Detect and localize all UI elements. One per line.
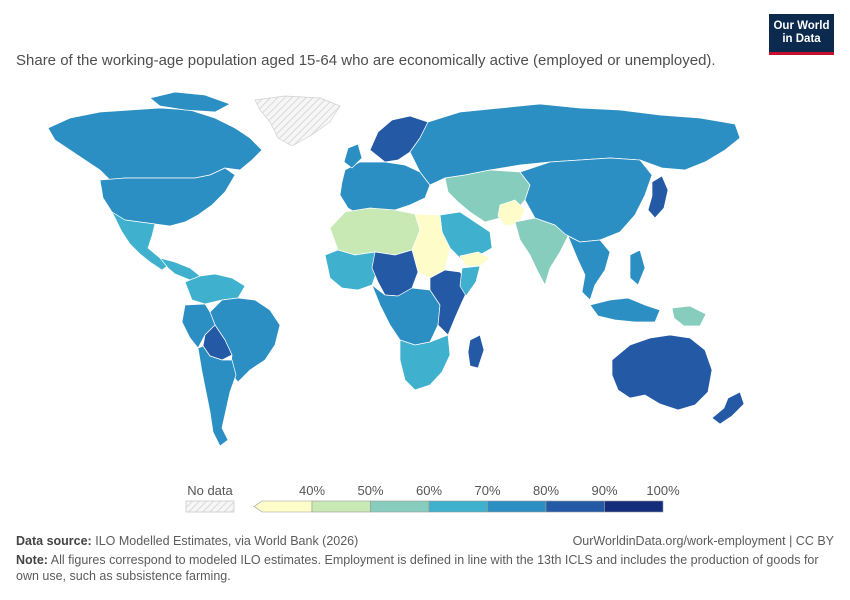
legend-bin [545, 500, 605, 513]
legend-color-bins [253, 500, 664, 513]
legend-tick-label: 60% [416, 483, 442, 498]
note-text: All figures correspond to modeled ILO es… [16, 553, 819, 583]
region-colombia-venezuela[interactable] [184, 273, 246, 305]
legend-tick-label: 50% [357, 483, 383, 498]
region-australia[interactable] [611, 334, 713, 411]
logo-underline [769, 52, 834, 55]
region-horn[interactable] [459, 265, 481, 297]
legend-bin [604, 500, 664, 513]
region-new-zealand[interactable] [711, 391, 745, 425]
legend-tick-label: 100% [646, 483, 680, 498]
region-central-africa[interactable] [371, 284, 441, 346]
legend-tick-label: 40% [299, 483, 325, 498]
data-source-label: Data source: [16, 534, 92, 548]
region-papua-new-guinea[interactable] [671, 305, 707, 327]
region-japan[interactable] [647, 175, 669, 219]
region-uk[interactable] [343, 143, 363, 169]
legend-no-data-label: No data [187, 483, 233, 498]
region-russia[interactable] [409, 103, 741, 186]
logo-line-2: in Data [782, 33, 821, 45]
world-map[interactable] [0, 90, 850, 460]
region-western-europe[interactable] [339, 161, 431, 216]
logo-line-1: Our World [773, 20, 830, 32]
region-indonesia[interactable] [589, 297, 661, 323]
legend-tick-label: 70% [474, 483, 500, 498]
data-source-text: ILO Modelled Estimates, via World Bank (… [95, 534, 359, 548]
owid-logo[interactable]: Our World in Data [769, 14, 834, 55]
legend-tick-label: 90% [591, 483, 617, 498]
region-philippines[interactable] [629, 249, 646, 286]
region-canada[interactable] [47, 107, 263, 181]
note: Note: All figures correspond to modeled … [16, 552, 834, 584]
legend-tick-label: 80% [533, 483, 559, 498]
region-madagascar[interactable] [467, 334, 485, 369]
region-greenland[interactable] [254, 95, 341, 147]
source-url[interactable]: OurWorldinData.org/work-employment | CC … [572, 534, 834, 548]
legend-no-data-swatch [185, 500, 235, 513]
legend-bin [428, 500, 488, 513]
legend-bin [487, 500, 547, 513]
chart-subtitle: Share of the working-age population aged… [16, 52, 716, 69]
map-legend: No data 40% 50% 60% 70% 80% 90% 100% [185, 483, 680, 513]
legend-bin [370, 500, 430, 513]
region-north-africa[interactable] [329, 207, 421, 256]
note-label: Note: [16, 553, 48, 567]
region-arctic-islands[interactable] [149, 91, 231, 113]
legend-tick-labels: 40% 50% 60% 70% 80% 90% 100% [299, 483, 680, 498]
legend-bin [311, 500, 371, 513]
legend-bin [253, 500, 313, 513]
region-china[interactable] [519, 157, 653, 243]
region-argentina-chile[interactable] [197, 345, 237, 447]
chart-footer: Data source: ILO Modelled Estimates, via… [16, 534, 834, 584]
data-source: Data source: ILO Modelled Estimates, via… [16, 534, 358, 548]
region-yemen[interactable] [459, 251, 491, 267]
region-southeast-asia[interactable] [567, 235, 611, 301]
region-west-africa[interactable] [324, 249, 379, 291]
region-southern-africa[interactable] [399, 334, 451, 391]
